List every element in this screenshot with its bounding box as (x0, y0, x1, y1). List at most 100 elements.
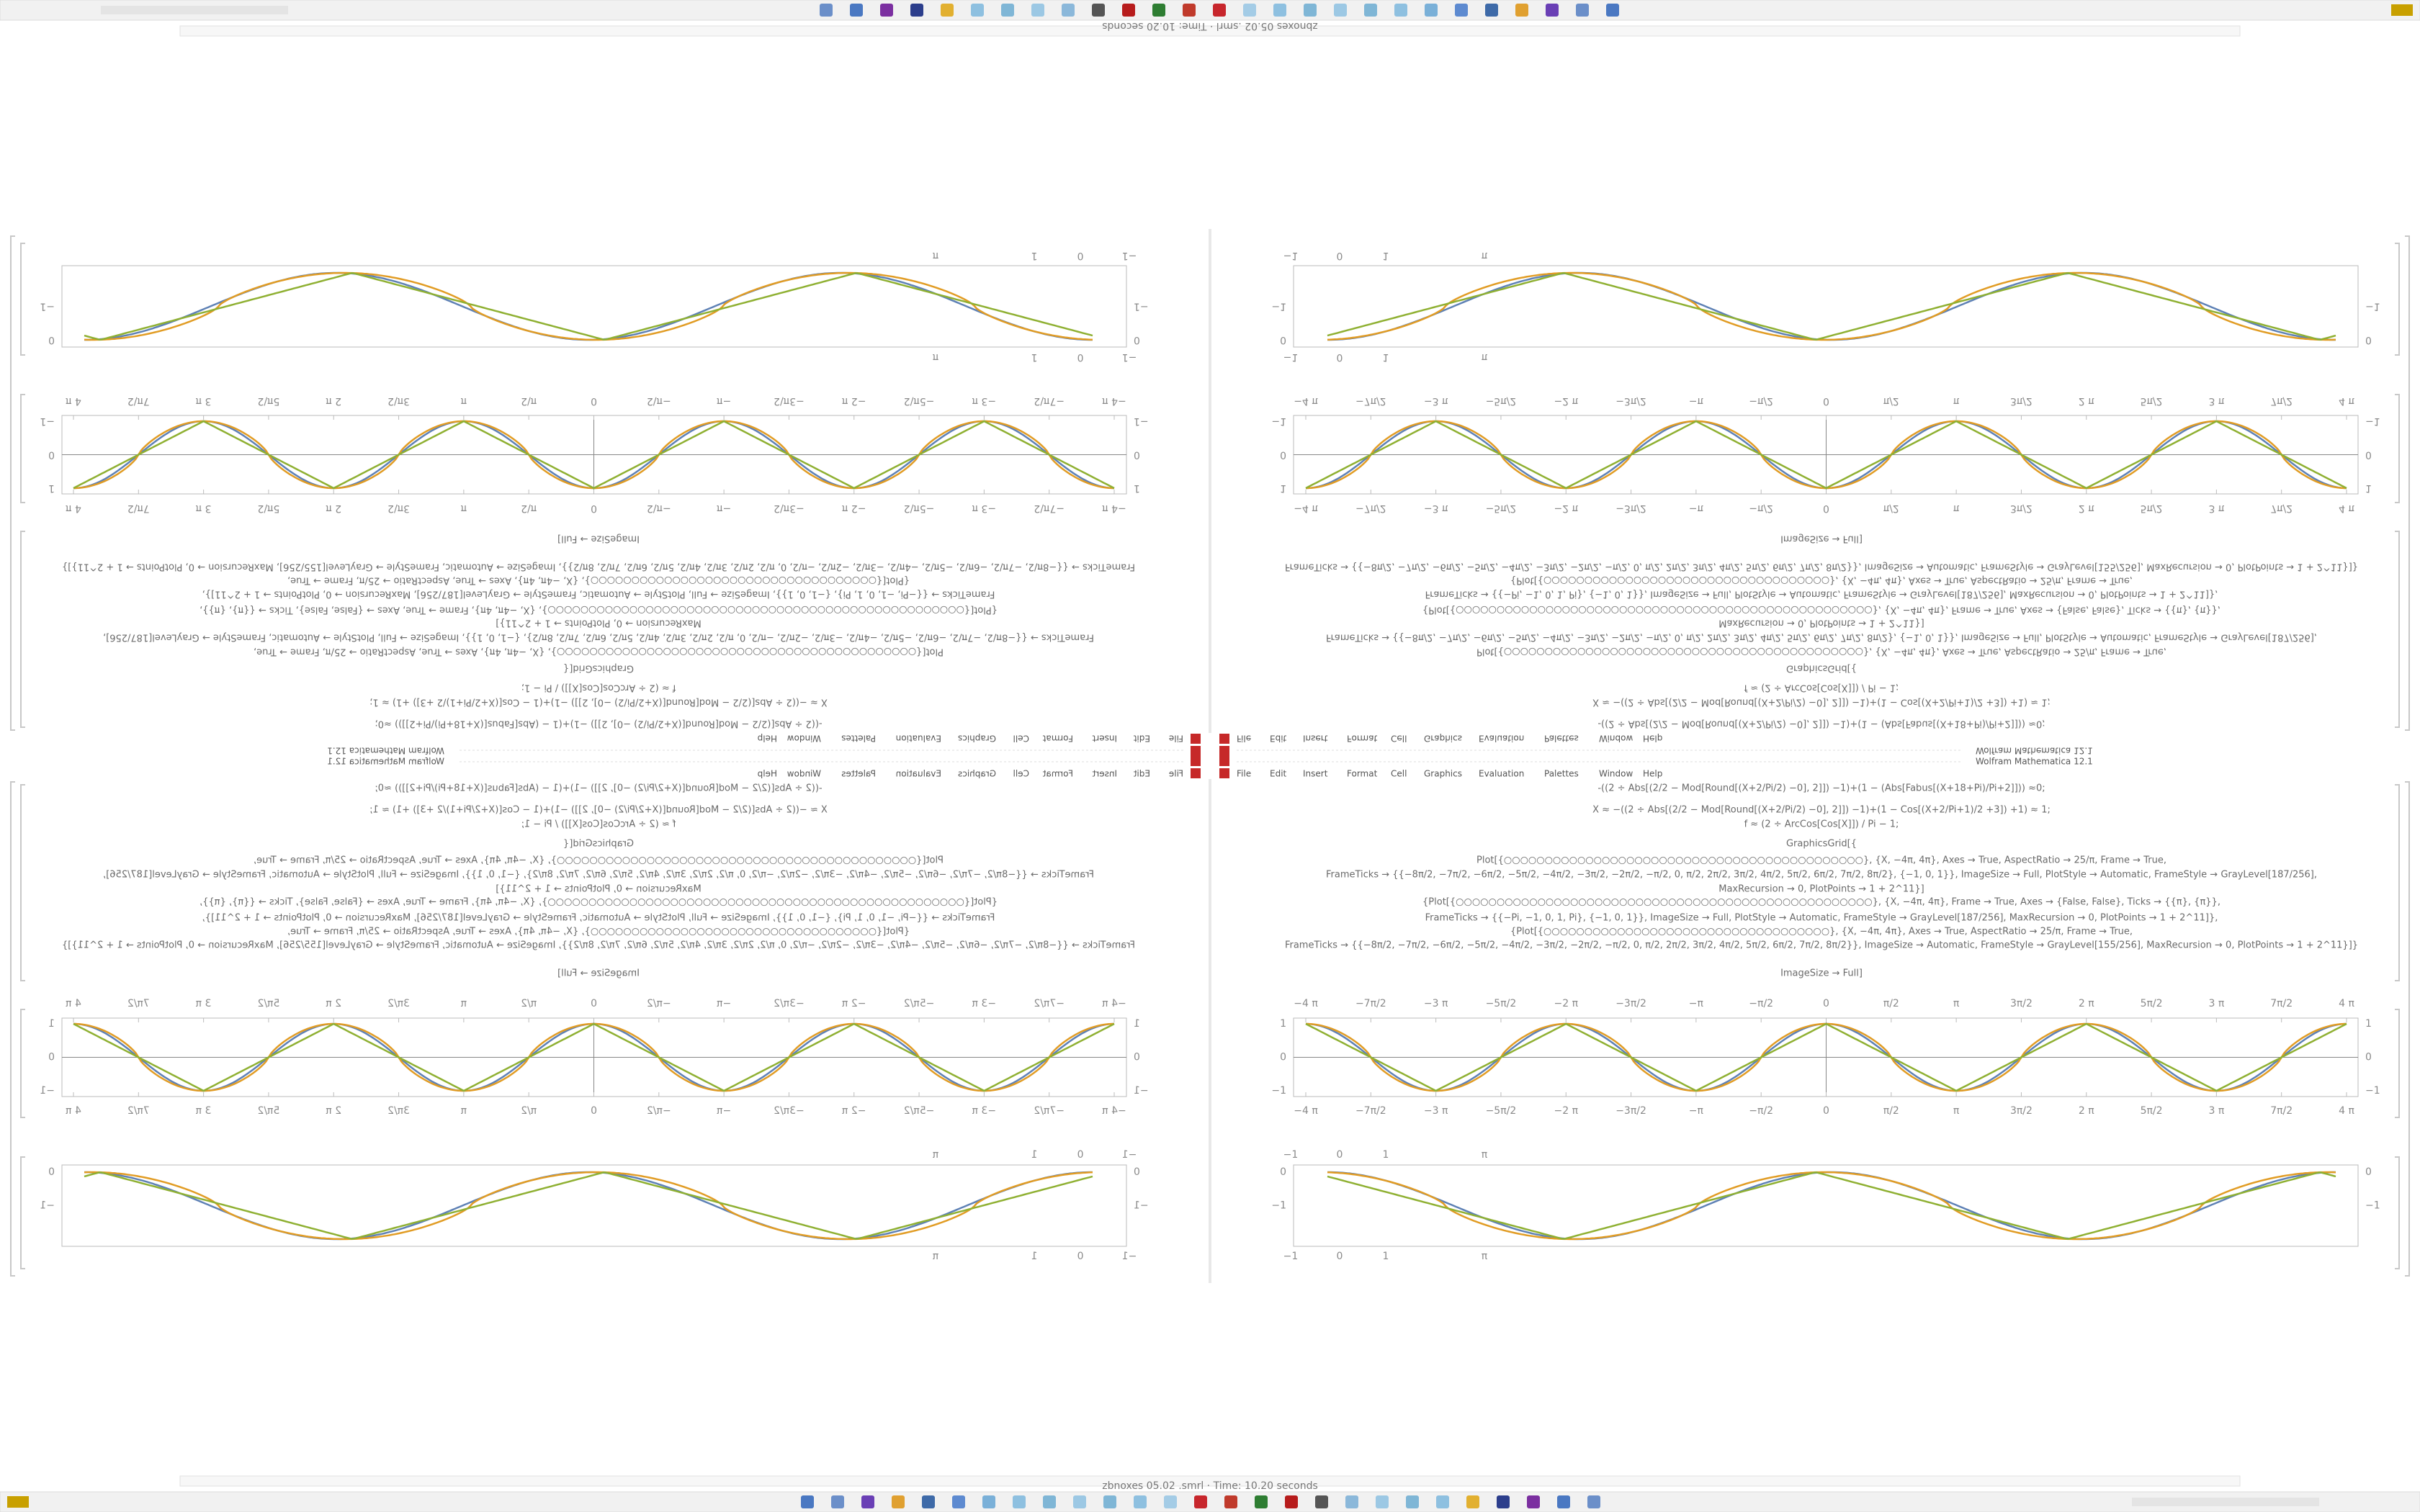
menu-item[interactable]: Graphics (1424, 734, 1462, 744)
taskbar-icon[interactable] (1436, 1495, 1449, 1508)
taskbar-icon[interactable] (1243, 4, 1256, 17)
cell-bracket[interactable] (20, 531, 25, 728)
menu-item[interactable]: Window (1599, 769, 1634, 779)
toolbar-button[interactable] (1191, 756, 1201, 766)
taskbar-icon[interactable] (971, 4, 984, 17)
taskbar-icon[interactable] (1152, 4, 1165, 17)
menu-item[interactable]: File (1237, 734, 1251, 744)
cell-bracket[interactable] (2405, 781, 2410, 1277)
taskbar-icon[interactable] (952, 1495, 965, 1508)
taskbar-icon[interactable] (982, 1495, 995, 1508)
taskbar-icon[interactable] (1001, 4, 1014, 17)
menu-item[interactable]: Window (1599, 734, 1634, 744)
cell-bracket[interactable] (20, 243, 25, 356)
taskbar-icon[interactable] (941, 4, 954, 17)
taskbar-icon[interactable] (831, 1495, 844, 1508)
taskbar-icon[interactable] (1031, 4, 1044, 17)
taskbar-icon[interactable] (820, 4, 833, 17)
menu-item[interactable]: Evaluation (896, 734, 941, 744)
taskbar-icon[interactable] (1425, 4, 1438, 17)
toolbar-button[interactable] (1219, 768, 1229, 778)
menu-item[interactable]: Graphics (958, 769, 996, 779)
taskbar-icon[interactable] (1043, 1495, 1056, 1508)
menu-item[interactable]: Evaluation (1479, 769, 1524, 779)
taskbar-icon[interactable] (1546, 4, 1559, 17)
taskbar-icon[interactable] (1224, 1495, 1237, 1508)
menu-item[interactable]: Format (1042, 734, 1073, 744)
taskbar-icon[interactable] (1134, 1495, 1147, 1508)
toolbar-button[interactable] (1219, 756, 1229, 766)
menu-item[interactable]: Palettes (1544, 734, 1579, 744)
taskbar-icon[interactable] (1606, 4, 1619, 17)
menu-item[interactable]: Format (1042, 769, 1073, 779)
taskbar-icon[interactable] (850, 4, 863, 17)
taskbar-icon[interactable] (1164, 1495, 1177, 1508)
taskbar-icon[interactable] (1183, 4, 1196, 17)
toolbar-button[interactable] (1191, 768, 1201, 778)
menu-item[interactable]: Window (787, 734, 822, 744)
taskbar-icon[interactable] (1315, 1495, 1328, 1508)
start-button[interactable] (2391, 4, 2413, 16)
taskbar-icon[interactable] (1406, 1495, 1419, 1508)
menu-item[interactable]: Cell (1013, 734, 1029, 744)
menu-item[interactable]: File (1169, 769, 1183, 779)
taskbar-icon[interactable] (1497, 1495, 1510, 1508)
taskbar-icon[interactable] (1485, 4, 1498, 17)
taskbar-icon[interactable] (1576, 4, 1589, 17)
taskbar-icon[interactable] (1466, 1495, 1479, 1508)
cell-bracket[interactable] (2395, 243, 2400, 356)
taskbar-icon[interactable] (801, 1495, 814, 1508)
taskbar-icon[interactable] (1394, 4, 1407, 17)
menu-item[interactable]: File (1169, 734, 1183, 744)
menu-item[interactable]: Edit (1270, 769, 1287, 779)
taskbar-icon[interactable] (1345, 1495, 1358, 1508)
cell-bracket[interactable] (2395, 1156, 2400, 1269)
taskbar-icon[interactable] (1062, 4, 1075, 17)
taskbar-icon[interactable] (1364, 4, 1377, 17)
cell-bracket[interactable] (2395, 531, 2400, 728)
menu-item[interactable]: File (1237, 769, 1251, 779)
toolbar-button[interactable] (1191, 734, 1201, 744)
taskbar-icon[interactable] (1527, 1495, 1540, 1508)
toolbar-button[interactable] (1191, 746, 1201, 756)
cell-bracket[interactable] (10, 235, 15, 731)
taskbar-icon[interactable] (1557, 1495, 1570, 1508)
taskbar-icon[interactable] (892, 1495, 905, 1508)
taskbar-icon[interactable] (1073, 1495, 1086, 1508)
taskbar-icon[interactable] (1103, 1495, 1116, 1508)
cell-bracket[interactable] (20, 1009, 25, 1118)
toolbar-button[interactable] (1219, 746, 1229, 756)
menu-item[interactable]: Help (758, 734, 777, 744)
cell-bracket[interactable] (2395, 784, 2400, 981)
taskbar-icon[interactable] (1194, 1495, 1207, 1508)
taskbar-icon[interactable] (1376, 1495, 1389, 1508)
menu-item[interactable]: Cell (1391, 734, 1407, 744)
menu-item[interactable]: Format (1347, 769, 1378, 779)
menu-item[interactable]: Insert (1303, 734, 1328, 744)
cell-bracket[interactable] (2395, 1009, 2400, 1118)
menu-item[interactable]: Evaluation (896, 769, 941, 779)
cell-bracket[interactable] (20, 1156, 25, 1269)
cell-bracket[interactable] (2405, 235, 2410, 731)
menu-item[interactable]: Palettes (1544, 769, 1579, 779)
taskbar-icon[interactable] (922, 1495, 935, 1508)
taskbar-icon[interactable] (1092, 4, 1105, 17)
taskbar-icon[interactable] (1455, 4, 1468, 17)
cell-bracket[interactable] (20, 784, 25, 981)
cell-bracket[interactable] (2395, 394, 2400, 503)
start-button[interactable] (7, 1496, 29, 1508)
toolbar-button[interactable] (1219, 734, 1229, 744)
taskbar-icon[interactable] (861, 1495, 874, 1508)
cell-bracket[interactable] (10, 781, 15, 1277)
menu-item[interactable]: Format (1347, 734, 1378, 744)
menu-item[interactable]: Insert (1092, 734, 1117, 744)
menu-item[interactable]: Insert (1092, 769, 1117, 779)
taskbar-icon[interactable] (880, 4, 893, 17)
taskbar-icon[interactable] (1334, 4, 1347, 17)
menu-item[interactable]: Window (787, 769, 822, 779)
taskbar-icon[interactable] (1255, 1495, 1268, 1508)
taskbar-icon[interactable] (1587, 1495, 1600, 1508)
taskbar-icon[interactable] (1285, 1495, 1298, 1508)
menu-item[interactable]: Edit (1133, 734, 1150, 744)
menu-item[interactable]: Help (1643, 769, 1662, 779)
